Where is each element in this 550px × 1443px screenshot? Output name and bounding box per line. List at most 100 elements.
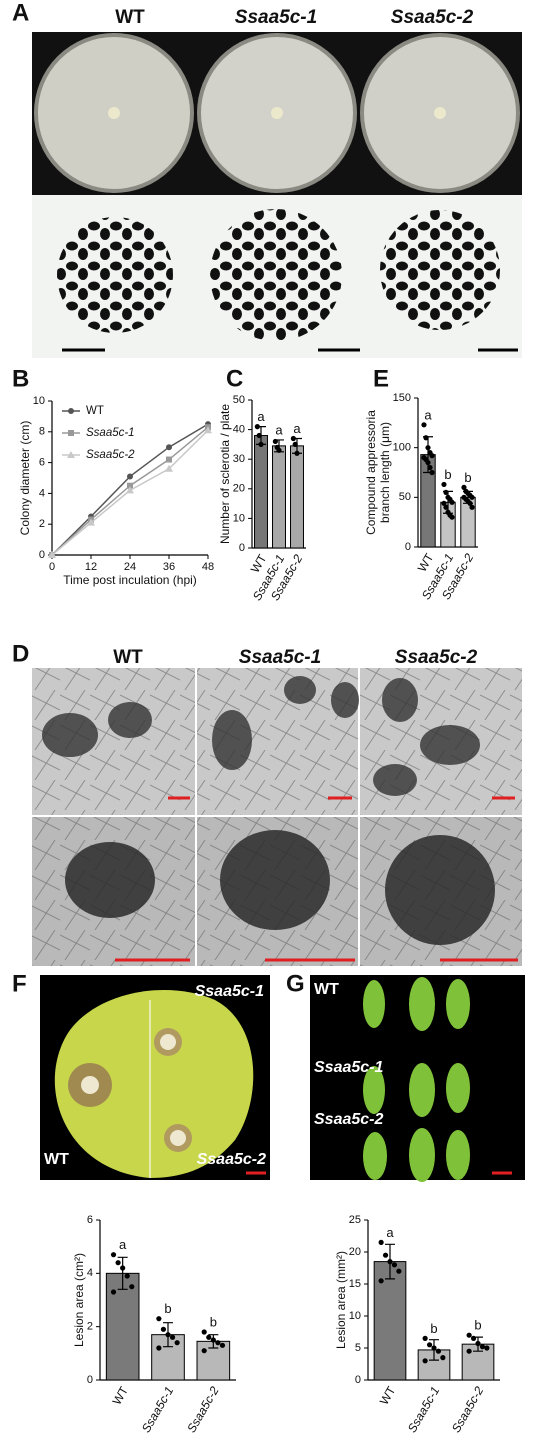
y-tick-label: 0 <box>87 1374 93 1386</box>
bar <box>290 445 304 549</box>
y-tick-label: 50 <box>233 394 245 406</box>
data-point <box>466 1332 472 1338</box>
column-label: WT <box>115 7 145 28</box>
sclerotia-photos <box>32 195 522 358</box>
x-tick-label: 0 <box>49 561 55 573</box>
y-tick-label: 0 <box>239 542 245 554</box>
data-point <box>423 435 429 441</box>
data-point <box>467 500 473 506</box>
panel-label: D <box>12 640 29 667</box>
data-point <box>461 484 467 490</box>
data-point <box>378 1239 384 1245</box>
photo-label: Ssaa5c-2 <box>197 1151 266 1168</box>
data-point <box>115 1260 121 1266</box>
data-point <box>422 1335 428 1341</box>
significance-letter: b <box>164 1301 171 1316</box>
legend-marker <box>68 430 74 436</box>
significance-letter: a <box>386 1225 394 1240</box>
y-tick-label: 100 <box>393 442 411 454</box>
photo-label: Ssaa5c-1 <box>314 1059 383 1076</box>
data-point <box>443 489 449 495</box>
data-point <box>422 1358 428 1364</box>
data-point <box>466 1348 472 1354</box>
data-point <box>435 1348 442 1354</box>
y-tick-label: 0 <box>39 549 45 561</box>
x-tick-label: 36 <box>163 561 175 573</box>
y-tick-label: 10 <box>233 512 245 524</box>
data-point <box>174 1340 180 1346</box>
panel-label: G <box>286 970 305 997</box>
data-point <box>425 445 431 451</box>
y-tick-label: 8 <box>39 426 45 438</box>
y-tick-label: 10 <box>33 395 45 407</box>
y-axis-label: Number of sclerotia / plate <box>218 404 232 544</box>
x-tick-label: 48 <box>202 561 214 573</box>
y-axis-label: Lesion area (cm²) <box>72 1253 86 1347</box>
data-point <box>254 424 260 430</box>
data-point <box>443 504 449 510</box>
significance-letter: a <box>275 422 283 437</box>
y-tick-label: 0 <box>405 541 411 553</box>
data-point <box>215 1340 221 1346</box>
data-point <box>429 453 435 459</box>
y-axis-label: Colony diameter (cm) <box>18 421 32 536</box>
data-point <box>429 469 435 476</box>
point <box>48 551 56 558</box>
panel-label: A <box>12 0 29 26</box>
column-label: Ssaa5c-2 <box>391 7 474 28</box>
data-point <box>426 1342 433 1348</box>
y-tick-label: 30 <box>233 453 245 465</box>
significance-letter: b <box>210 1314 217 1329</box>
point <box>127 482 133 489</box>
data-point <box>441 481 447 488</box>
bar <box>272 445 286 549</box>
x-tick-label: Ssaa5c-2 <box>184 1384 222 1435</box>
data-point <box>421 422 427 428</box>
x-tick-label: 12 <box>85 561 97 573</box>
point <box>126 486 134 494</box>
point <box>165 464 173 472</box>
y-axis-label: Lesion area (mm²) <box>334 1251 348 1349</box>
data-point <box>440 1355 446 1361</box>
y-axis-label: Compound appressoria <box>364 410 378 535</box>
data-point <box>156 1316 162 1322</box>
y-tick-label: 50 <box>399 491 411 503</box>
column-label: WT <box>113 647 143 668</box>
data-point <box>479 1344 486 1350</box>
data-point <box>294 450 300 456</box>
data-point <box>124 1273 130 1279</box>
data-point <box>256 432 262 439</box>
data-point <box>206 1334 212 1340</box>
x-tick-label: Ssaa5c-1 <box>405 1384 442 1435</box>
x-tick-label: Ssaa5c-1 <box>139 1384 176 1435</box>
panel-label: E <box>373 365 389 392</box>
legend-label: WT <box>86 405 104 417</box>
panel-label: C <box>226 365 243 392</box>
data-point <box>272 438 278 445</box>
x-tick-label: WT <box>110 1384 132 1408</box>
data-point <box>156 1345 162 1351</box>
x-tick-label: Ssaa5c-2 <box>449 1384 487 1435</box>
legend-label: Ssaa5c-1 <box>86 427 135 439</box>
data-point <box>292 441 298 447</box>
data-point <box>201 1348 207 1354</box>
y-tick-label: 0 <box>355 1374 361 1386</box>
y-tick-label: 25 <box>349 1214 361 1226</box>
panel-label: B <box>12 365 29 392</box>
significance-letter: a <box>424 407 432 422</box>
x-tick-label: 24 <box>124 561 136 573</box>
column-label: Ssaa5c-1 <box>235 7 317 28</box>
y-axis-label: branch length (μm) <box>378 422 392 523</box>
y-tick-label: 5 <box>355 1342 361 1354</box>
data-point <box>382 1252 389 1258</box>
y-tick-label: 4 <box>87 1267 93 1279</box>
y-tick-label: 15 <box>349 1278 361 1290</box>
data-point <box>469 494 475 500</box>
data-point <box>475 1340 481 1347</box>
bar <box>254 435 268 549</box>
x-tick-label: WT <box>377 1384 399 1408</box>
point <box>166 444 172 451</box>
data-point <box>469 504 475 510</box>
legend-marker <box>68 408 74 414</box>
